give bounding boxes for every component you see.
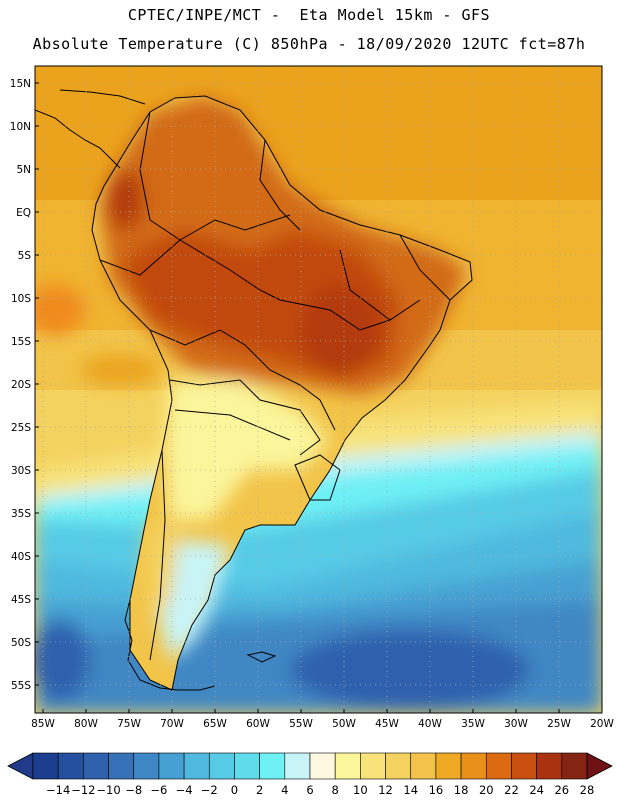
longitude-labels: 85W 80W 75W 70W 65W 60W 55W 50W 45W 40W 35W 30W 25W 2… (31, 709, 614, 730)
lon-label: 60W (246, 718, 270, 730)
colorbar-bin (234, 752, 260, 780)
colorbar-level-label: 8 (332, 783, 339, 797)
colorbar-level-label: 14 (403, 783, 418, 797)
colorbar-level-label: −12 (71, 783, 95, 797)
lon-label: 70W (160, 718, 184, 730)
colorbar-bin (309, 752, 336, 780)
lat-label: 50S (11, 637, 31, 649)
lat-label: 35S (11, 508, 31, 520)
colorbar-level-label: −2 (201, 783, 218, 797)
lon-label: 40W (418, 718, 442, 730)
map-frame (34, 65, 603, 714)
colorbar-level-label: 28 (580, 783, 595, 797)
colorbar-bin (259, 752, 286, 780)
colorbar-level-label: 20 (479, 783, 494, 797)
colorbar-bin (108, 752, 135, 780)
colorbar-bin (460, 752, 487, 780)
lon-label: 50W (332, 718, 356, 730)
colorbar-bin (83, 752, 109, 780)
colorbar-bin (435, 752, 462, 780)
lat-label: 15S (11, 336, 31, 348)
colorbar-bin (485, 752, 512, 780)
colorbar-bin (208, 752, 235, 780)
temperature-field (35, 66, 602, 713)
lat-label: 45S (11, 594, 31, 606)
colorbar-bin (284, 752, 311, 780)
lon-label: 45W (375, 718, 399, 730)
colorbar-level-label: 10 (353, 783, 368, 797)
colorbar-bin (410, 752, 437, 780)
colorbar-level-label: 6 (306, 783, 313, 797)
colorbar-bin (360, 752, 386, 780)
latitude-labels: 15N 10N 5N EQ 5S 10S 15S 20S 25S 30S 35S 40S 45S 50S 5… (10, 78, 39, 692)
colorbar-level-label: 16 (429, 783, 444, 797)
colorbar-level-label: 18 (454, 783, 469, 797)
map-title-line-2: Absolute Temperature (C) 850hPa - 18/09/… (32, 35, 586, 53)
colorbar (7, 752, 613, 780)
lat-label: 40S (11, 551, 31, 563)
colorbar-bin (385, 752, 412, 780)
colorbar-level-label: 2 (256, 783, 263, 797)
colorbar-bin (133, 752, 160, 780)
lon-label: 75W (117, 718, 141, 730)
colorbar-level-label: −8 (125, 783, 142, 797)
colorbar-bin (536, 752, 563, 780)
lat-label: 10S (11, 293, 31, 305)
lat-label: 55S (11, 680, 31, 692)
lon-label: 65W (203, 718, 227, 730)
colorbar-under-triangle (7, 752, 34, 780)
lon-label: 20W (590, 718, 614, 730)
lat-label: 20S (11, 379, 31, 391)
colorbar-level-label: 24 (529, 783, 544, 797)
lon-label: 35W (461, 718, 485, 730)
colorbar-bin (158, 752, 185, 780)
lon-label: 25W (547, 718, 571, 730)
colorbar-bin (57, 752, 84, 780)
lat-label: 10N (10, 121, 31, 133)
colorbar-level-label: 26 (554, 783, 569, 797)
lon-label: 55W (289, 718, 313, 730)
colorbar-level-label: 12 (378, 783, 393, 797)
colorbar-level-label: 0 (231, 783, 238, 797)
lat-label: 5N (16, 164, 31, 176)
lon-label: 80W (74, 718, 98, 730)
lat-label: 25S (11, 422, 31, 434)
map-title-line-1: CPTEC/INPE/MCT - Eta Model 15km - GFS (127, 6, 491, 24)
colorbar-level-label: 4 (281, 783, 288, 797)
colorbar-level-label: −10 (96, 783, 120, 797)
colorbar-level-label: −6 (150, 783, 167, 797)
colorbar-level-label: 22 (504, 783, 519, 797)
lat-label: 5S (18, 250, 32, 262)
colorbar-bin (183, 752, 210, 780)
colorbar-level-label: −14 (46, 783, 70, 797)
colorbar-bin (561, 752, 588, 780)
colorbar-bin (334, 752, 361, 780)
colorbar-bin (32, 752, 59, 780)
colorbar-over-triangle (586, 752, 613, 780)
lat-label: EQ (16, 207, 31, 219)
lat-label: 15N (10, 78, 31, 90)
lat-label: 30S (11, 465, 31, 477)
colorbar-bin (511, 752, 537, 780)
lon-label: 30W (504, 718, 528, 730)
colorbar-labels: −14 −12 −10 −8 −6 −4 −2 0 2 4 6 8 10 12 14 16 18 20 22 24 26… (46, 783, 594, 797)
lon-label: 85W (31, 718, 55, 730)
colorbar-level-label: −4 (176, 783, 193, 797)
